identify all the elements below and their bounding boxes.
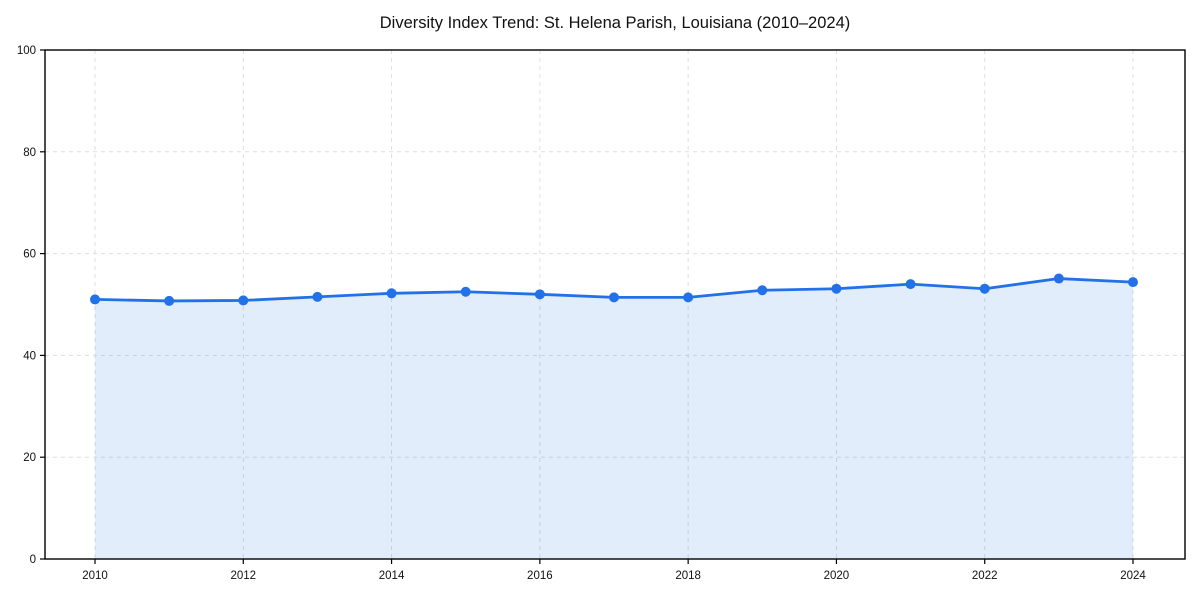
x-tick-label: 2016: [527, 570, 553, 582]
chart-title: Diversity Index Trend: St. Helena Parish…: [379, 14, 851, 32]
plot-border: [44, 49, 1186, 560]
data-point: [683, 292, 694, 303]
data-point: [534, 289, 545, 300]
data-point: [757, 285, 768, 296]
data-point: [609, 292, 619, 303]
x-tick-label: 2024: [1120, 570, 1146, 582]
data-point: [460, 286, 471, 297]
y-tick-label: 0: [30, 554, 36, 566]
y-tick-label: 20: [23, 452, 36, 464]
y-tick-label: 100: [17, 45, 36, 57]
x-tick-label: 2022: [972, 570, 998, 582]
data-point: [312, 291, 323, 302]
x-tick-label: 2020: [824, 570, 850, 582]
data-point: [1053, 273, 1064, 284]
data-point: [979, 283, 990, 294]
y-tick-label: 40: [23, 350, 36, 362]
y-tick-label: 80: [23, 147, 36, 159]
x-tick-label: 2014: [379, 570, 405, 582]
x-tick-label: 2012: [230, 570, 256, 582]
x-tick-label: 2010: [82, 570, 108, 582]
area-fill: [95, 278, 1133, 559]
data-point: [1128, 277, 1138, 288]
data-point: [831, 283, 842, 294]
data-point: [386, 288, 397, 299]
data-point: [90, 294, 100, 305]
data-point: [238, 295, 249, 306]
y-tick-label: 60: [23, 249, 36, 261]
data-point: [905, 279, 916, 290]
x-tick-label: 2018: [675, 570, 701, 582]
data-point: [164, 295, 175, 306]
